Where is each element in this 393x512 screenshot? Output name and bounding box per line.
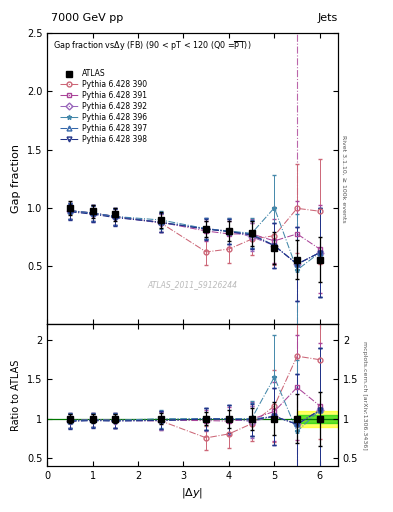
Y-axis label: Gap fraction: Gap fraction	[11, 144, 21, 213]
Text: 7000 GeV pp: 7000 GeV pp	[51, 13, 123, 23]
Y-axis label: mcplots.cern.ch [arXiv:1306.3436]: mcplots.cern.ch [arXiv:1306.3436]	[362, 340, 367, 450]
Bar	[297, 415, 338, 422]
Legend: ATLAS, Pythia 6.428 390, Pythia 6.428 391, Pythia 6.428 392, Pythia 6.428 396, P: ATLAS, Pythia 6.428 390, Pythia 6.428 39…	[57, 66, 150, 147]
Text: Gap fraction vs$\Delta$y (FB) (90 < pT < 120 (Q0 =$\overline{\rm p}$T)): Gap fraction vs$\Delta$y (FB) (90 < pT <…	[53, 39, 252, 52]
Bar	[297, 411, 338, 426]
Y-axis label: Ratio to ATLAS: Ratio to ATLAS	[11, 359, 21, 431]
X-axis label: $|\Delta y|$: $|\Delta y|$	[182, 486, 204, 500]
Y-axis label: Rivet 3.1.10, ≥ 100k events: Rivet 3.1.10, ≥ 100k events	[341, 135, 346, 223]
Text: Jets: Jets	[318, 13, 338, 23]
Text: ATLAS_2011_S9126244: ATLAS_2011_S9126244	[147, 280, 238, 289]
